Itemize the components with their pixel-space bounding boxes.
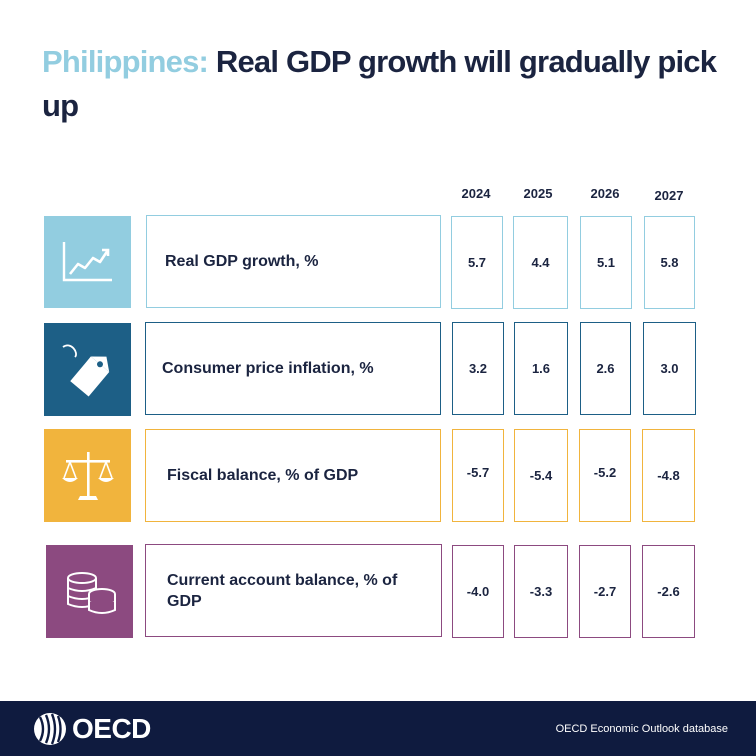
value-text: -4.0: [466, 584, 490, 599]
row-label-box: Consumer price inflation, %: [145, 322, 441, 415]
value-cell: 2.6: [580, 322, 631, 415]
row-icon-tile: [44, 323, 131, 416]
value-cell: 4.4: [513, 216, 568, 309]
value-text: -5.2: [593, 465, 617, 480]
value-text: -5.4: [529, 468, 553, 483]
value-text: -2.6: [657, 584, 680, 599]
value-cell: 5.8: [644, 216, 695, 309]
value-cell: 5.7: [451, 216, 503, 309]
value-cell: -5.2: [579, 429, 631, 522]
value-cell: -5.7: [452, 429, 504, 522]
value-cell: 3.0: [643, 322, 696, 415]
row-label-box: Real GDP growth, %: [146, 215, 441, 308]
value-text: -3.3: [529, 584, 553, 599]
value-text: 5.8: [660, 255, 679, 270]
coins-icon: [66, 571, 116, 614]
source-note: OECD Economic Outlook database: [555, 723, 728, 735]
value-cell: 1.6: [514, 322, 568, 415]
row-label-box: Current account balance, % of GDP: [145, 544, 442, 637]
page-title: Philippines: Real GDP growth will gradua…: [42, 40, 722, 128]
value-cell: 5.1: [580, 216, 632, 309]
row-label-box: Fiscal balance, % of GDP: [145, 429, 441, 522]
oecd-globe-icon: [34, 713, 66, 745]
row-label: Fiscal balance, % of GDP: [167, 467, 359, 484]
value-cell: -4.8: [642, 429, 695, 522]
oecd-logo: OECD: [32, 711, 151, 747]
value-cell: -2.6: [642, 545, 695, 638]
value-text: 2.6: [596, 361, 615, 376]
value-text: -4.8: [657, 468, 680, 483]
line-chart-icon: [62, 242, 112, 282]
row-icon-tile: [46, 545, 133, 638]
balance-scale-icon: [61, 451, 114, 500]
value-cell: -5.4: [514, 429, 568, 522]
year-header: 2027: [654, 188, 684, 203]
value-text: 3.2: [468, 361, 488, 376]
value-text: -5.7: [466, 465, 490, 480]
oecd-logo-text: OECD: [72, 713, 151, 744]
row-icon-tile: [44, 216, 131, 308]
row-label: Real GDP growth, %: [165, 253, 319, 270]
row-icon-tile: [44, 429, 131, 522]
value-text: 1.6: [531, 361, 551, 376]
value-cell: -4.0: [452, 545, 504, 638]
row-label: Current account balance, % of GDP: [167, 571, 398, 610]
year-header: 2026: [590, 186, 620, 201]
title-country: Philippines:: [42, 44, 209, 79]
value-cell: 3.2: [452, 322, 504, 415]
title-text: Real GDP growth will gradually pick up: [42, 44, 717, 123]
value-text: -2.7: [593, 584, 617, 599]
value-text: 4.4: [531, 255, 550, 270]
value-cell: -3.3: [514, 545, 568, 638]
footer-bar: OECD OECD Economic Outlook database: [0, 701, 756, 756]
value-cell: -2.7: [579, 545, 631, 638]
year-header: 2025: [523, 186, 553, 201]
value-text: 3.0: [660, 361, 679, 376]
value-text: 5.7: [467, 255, 487, 270]
row-label: Consumer price inflation, %: [162, 360, 374, 377]
price-tag-icon: [61, 344, 109, 397]
year-header: 2024: [461, 186, 491, 201]
value-text: 5.1: [596, 255, 616, 270]
